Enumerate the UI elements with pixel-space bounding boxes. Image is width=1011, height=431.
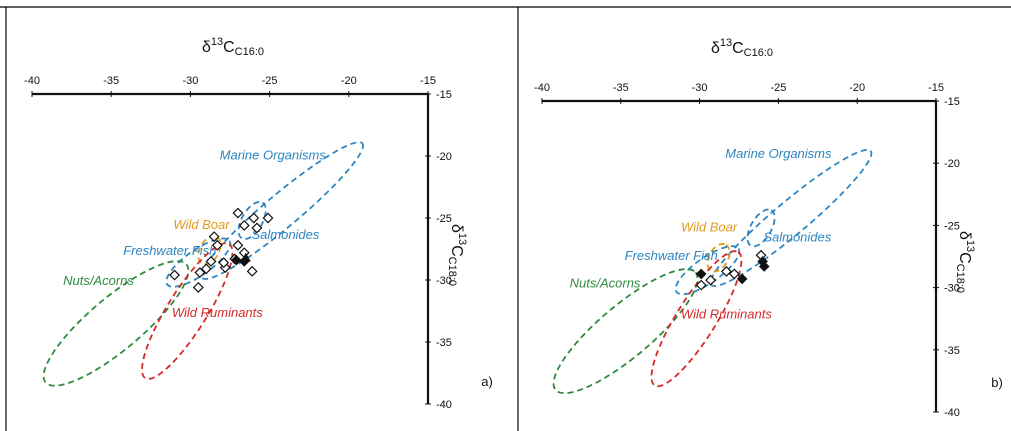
range-label: Wild Boar [173,217,230,232]
data-point-open-diamond [728,268,740,280]
range-label: Salmonides [763,230,831,245]
data-point-open-diamond [218,257,230,269]
data-point-open-diamond [262,212,274,224]
data-point-open-diamond [232,239,244,251]
y-axis-title-group: δ13CC18:0 [954,231,976,293]
panel-label: b) [991,375,1003,390]
data-point-open-diamond [248,212,260,224]
y-tick-label: -35 [944,345,960,357]
y-tick-label: -25 [944,220,960,232]
y-tick-label: -15 [944,96,960,108]
data-point-open-diamond [169,269,181,281]
data-point-open-diamond [705,274,717,286]
y-tick-label: -30 [436,275,452,287]
range-label: Nuts/Acorns [570,276,641,291]
data-point-open-diamond [211,239,223,251]
y-axis-title-group: δ13CC18:0 [446,224,468,286]
range-ellipse [42,260,190,387]
range-label: Freshwater Fish [625,248,718,263]
data-point-open-diamond [720,265,732,277]
data-point-open-diamond [246,265,258,277]
x-tick-label: -15 [928,82,944,94]
range-ellipse [200,141,364,280]
x-tick-label: -15 [420,75,436,87]
data-point-open-diamond [695,279,707,291]
range-label: Salmonides [251,227,319,242]
y-axis-title: δ13CC18:0 [954,231,976,293]
y-tick-label: -40 [944,407,960,419]
x-tick-label: -35 [103,75,119,87]
x-axis-title: δ13CC16:0 [711,37,773,59]
data-point-open-diamond [205,255,217,267]
y-tick-label: -20 [436,151,452,163]
data-point-filled-diamond [758,261,770,272]
range-ellipse [552,268,699,395]
x-tick-label: -35 [613,82,629,94]
data-point-open-diamond [200,263,212,275]
range-label: Wild Boar [681,220,738,235]
chart-panel-a: -40 -35 -30 -25 -20 -15-15 -20 -25 -30 -35 -40 δ13C… [24,36,493,411]
range-ellipse [746,208,776,248]
range-label: Freshwater Fish [123,243,216,258]
range-label: Marine Organisms [725,146,832,161]
range-label: Marine Organisms [220,148,327,163]
x-axis-title: δ13CC16:0 [202,36,264,58]
y-tick-label: -40 [436,399,452,411]
data-point-filled-diamond [695,268,707,280]
data-point-filled-diamond [736,273,748,285]
range-label: Nuts/Acorns [63,273,134,288]
y-axis-title: δ13CC18:0 [446,224,468,286]
y-tick-label: -15 [436,89,452,101]
data-point-open-diamond [251,222,263,234]
x-tick-label: -40 [24,75,40,87]
range-ellipse [141,242,234,380]
data-point-filled-triangle [240,252,251,262]
range-ellipse [706,243,731,273]
data-point-open-diamond [194,267,206,279]
panel-label: a) [481,374,493,389]
y-tick-label: -25 [436,213,452,225]
x-tick-label: -30 [692,82,708,94]
x-tick-label: -40 [534,82,550,94]
y-tick-label: -20 [944,158,960,170]
data-point-open-diamond [208,231,220,243]
data-point-filled-diamond [231,254,242,266]
data-point-open-diamond [192,281,204,293]
x-tick-label: -30 [182,75,198,87]
y-tick-label: -30 [944,283,960,295]
x-tick-label: -25 [770,82,786,94]
figure-frame [0,6,1011,431]
x-tick-label: -20 [341,75,357,87]
data-point-open-diamond [232,207,244,219]
range-label: Wild Ruminants [172,305,263,320]
y-tick-label: -35 [436,337,452,349]
x-tick-label: -20 [849,82,865,94]
x-tick-label: -25 [262,75,278,87]
range-label: Wild Ruminants [681,307,772,322]
chart-panel-b: -40 -35 -30 -25 -20 -15-15 -20 -25 -30 -35 -40 δ13C… [534,37,1003,419]
data-point-open-diamond [238,219,250,231]
